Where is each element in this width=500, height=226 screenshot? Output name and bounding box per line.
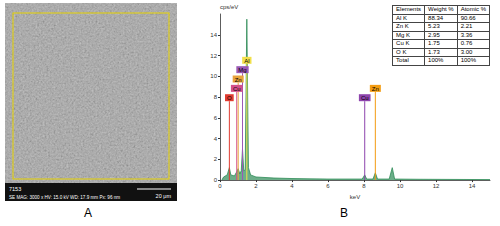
svg-text:20 μm: 20 μm	[156, 193, 172, 199]
svg-text:SE MAG: 3000 x HV: 15.0 kV WD:: SE MAG: 3000 x HV: 15.0 kV WD: 17.9 mm P…	[9, 195, 120, 200]
svg-text:Zn: Zn	[235, 77, 242, 83]
svg-text:Al: Al	[244, 58, 249, 64]
svg-text:keV: keV	[350, 194, 360, 200]
html-text:Al K: Al K	[396, 14, 408, 21]
svg-text:10: 10	[397, 183, 404, 189]
svg-text:6: 6	[326, 183, 330, 189]
svg-text:12: 12	[210, 53, 217, 59]
html-text:1.73: 1.73	[428, 48, 440, 55]
svg-text:2: 2	[214, 156, 218, 162]
svg-text:Zn: Zn	[372, 86, 379, 92]
svg-text:4: 4	[214, 136, 218, 142]
svg-text:Cu: Cu	[233, 86, 241, 92]
svg-text:Cu: Cu	[361, 95, 369, 101]
html-text:A: A	[84, 206, 92, 220]
svg-text:4: 4	[290, 183, 294, 189]
html-text:Elements: Elements	[396, 6, 422, 12]
svg-text:7153: 7153	[9, 186, 21, 192]
html-text:2.95: 2.95	[428, 31, 440, 38]
html-text:3.36: 3.36	[460, 31, 473, 38]
html-text:2.21: 2.21	[460, 23, 473, 29]
svg-text:2: 2	[254, 183, 258, 189]
html-text:O K: O K	[396, 48, 407, 55]
html-text:0.76: 0.76	[460, 40, 473, 46]
html-text:90.66: 90.66	[460, 14, 476, 21]
svg-text:O: O	[227, 95, 232, 101]
svg-text:10: 10	[210, 73, 217, 79]
html-text:Cu K: Cu K	[396, 40, 410, 46]
html-text:3.00: 3.00	[460, 48, 473, 55]
html-text:88.34: 88.34	[428, 14, 444, 21]
html-text:100%: 100%	[460, 57, 476, 63]
html-text:Zn K: Zn K	[396, 23, 409, 29]
svg-text:0: 0	[218, 183, 222, 189]
svg-text:6: 6	[214, 115, 218, 121]
html-text:1.75: 1.75	[428, 40, 440, 46]
svg-text:8: 8	[214, 94, 218, 100]
svg-text:12: 12	[433, 183, 440, 189]
html-text:Atomic %: Atomic %	[460, 6, 486, 12]
html-text:5.23: 5.23	[428, 23, 440, 29]
svg-text:0: 0	[214, 177, 218, 183]
svg-text:14: 14	[210, 32, 217, 38]
svg-text:Mg: Mg	[238, 67, 246, 73]
html-text:Weight %: Weight %	[428, 6, 454, 12]
html-text:Total: Total	[396, 57, 409, 63]
svg-text:8: 8	[362, 183, 366, 189]
html-text:B: B	[340, 206, 348, 220]
html-text:100%: 100%	[428, 57, 444, 63]
html-text:Mg K: Mg K	[396, 31, 411, 38]
svg-text:14: 14	[469, 183, 476, 189]
svg-text:cps/eV: cps/eV	[220, 4, 238, 10]
